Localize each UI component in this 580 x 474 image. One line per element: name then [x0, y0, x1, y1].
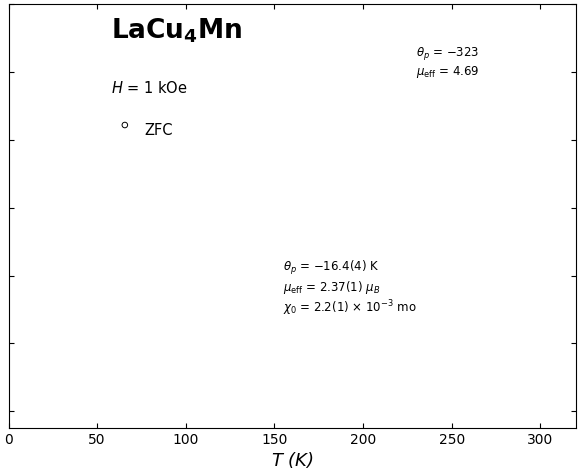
Text: $\mathit{H}$ = 1 kOe: $\mathit{H}$ = 1 kOe — [111, 81, 187, 97]
Text: $\theta_p$ = −323
$\mu_{\rm eff}$ = 4.69: $\theta_p$ = −323 $\mu_{\rm eff}$ = 4.69 — [416, 45, 480, 80]
Text: ZFC: ZFC — [144, 123, 173, 138]
X-axis label: $T$ (K): $T$ (K) — [271, 450, 314, 470]
Text: $\mathbf{LaCu_4Mn}$: $\mathbf{LaCu_4Mn}$ — [111, 17, 242, 46]
Text: $\theta_p$ = −16.4(4) K
$\mu_{\rm eff}$ = 2.37(1) $\mu_B$
$\chi_0$ = 2.2(1) × 10: $\theta_p$ = −16.4(4) K $\mu_{\rm eff}$ … — [283, 259, 417, 319]
Point — [4, 383, 13, 391]
